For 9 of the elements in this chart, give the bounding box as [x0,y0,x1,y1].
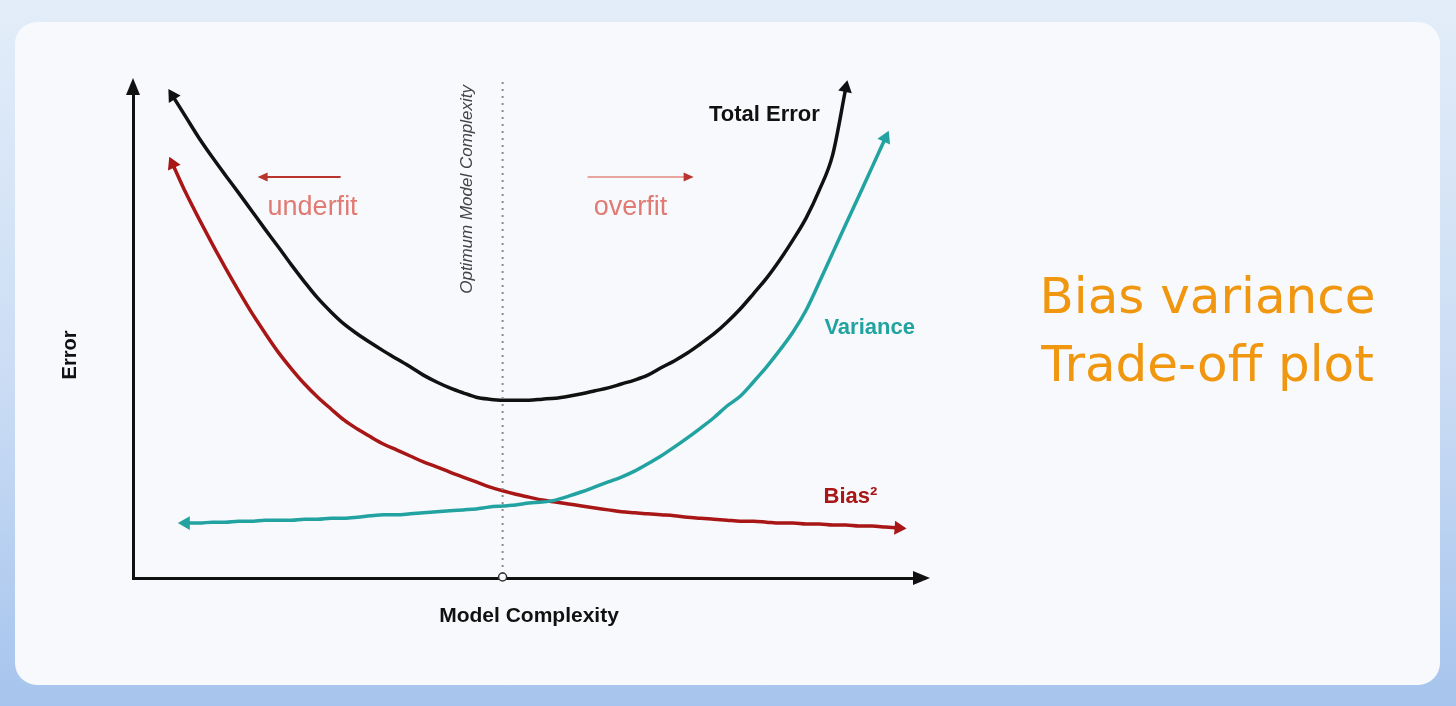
x-axis-title: Model Complexity [439,602,620,626]
series-label: Variance [824,314,915,340]
y-axis-title: Error [57,330,80,380]
annotation: Optimum Model Complexity [457,83,477,294]
annotation: underfit [267,191,359,222]
text: Bias variance Trade-off plot [1038,266,1377,395]
annotation: overfit [593,191,668,222]
series-label: Total Error [708,101,821,127]
series-label: Bias² [823,483,878,509]
